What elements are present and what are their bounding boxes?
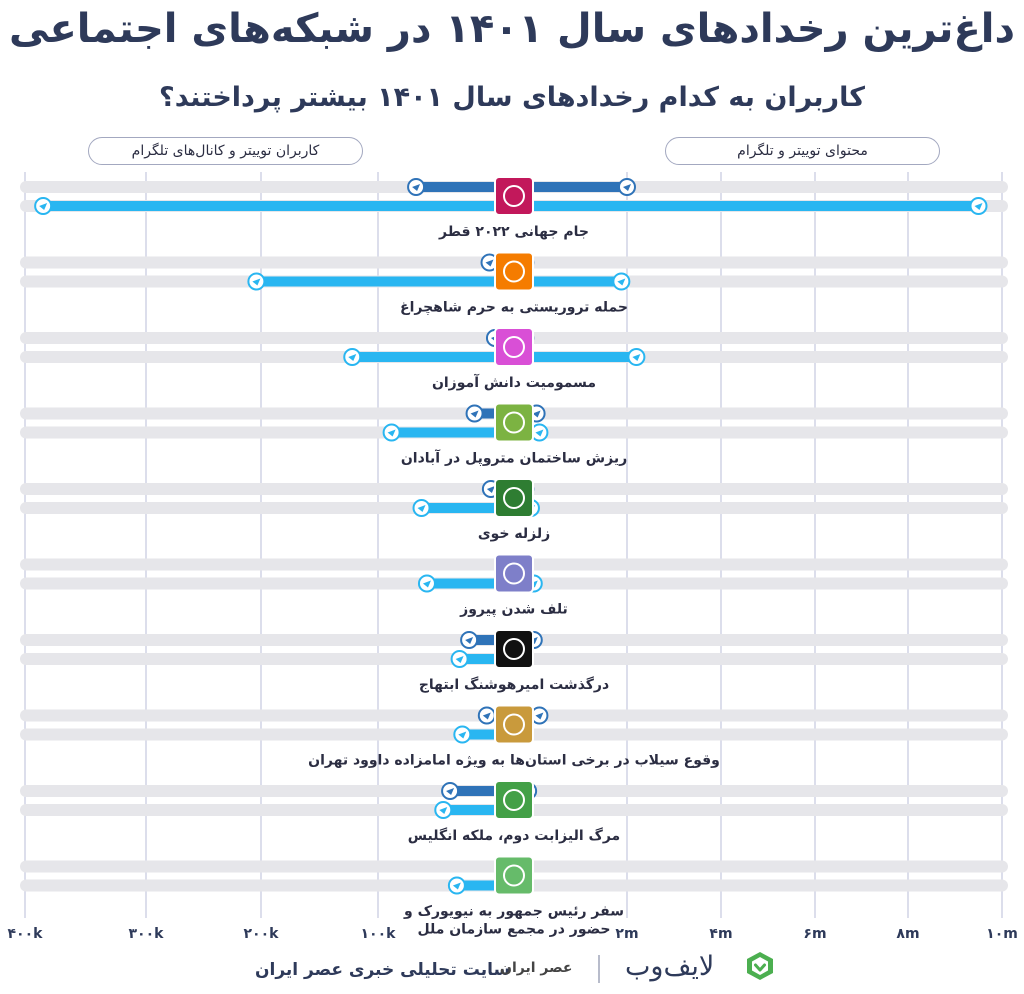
telegram-content-point-icon-glyph <box>532 410 541 418</box>
category-label: حضور در مجمع سازمان ملل <box>417 922 610 938</box>
cheetah-icon <box>494 553 534 594</box>
category-label: ریزش ساختمان متروپل در آبادان <box>401 449 627 467</box>
pen-icon <box>494 629 534 669</box>
building-icon <box>494 402 534 443</box>
twitter-bar <box>426 578 534 589</box>
category-label: تلف شدن پیروز <box>459 602 568 618</box>
telegram-users-point-icon-glyph <box>482 712 491 720</box>
flood-house-icon-glyph <box>503 713 525 736</box>
category-label: حمله تروریستی به حرم شاهچراغ <box>400 300 628 316</box>
twitter-content-point-icon-glyph <box>617 278 626 286</box>
gun-icon <box>494 251 534 292</box>
queen-icon-glyph <box>503 789 525 811</box>
telegram-users-point-icon-glyph <box>412 184 421 191</box>
twitter-content-point-icon-glyph <box>974 203 983 210</box>
cheetah-icon-glyph <box>503 562 525 585</box>
gas-mask-icon-glyph <box>503 336 525 358</box>
telegram-users-point-icon-glyph <box>446 788 455 795</box>
twitter-users-point-icon-glyph <box>387 429 396 437</box>
pen-icon-glyph <box>503 638 525 660</box>
podium-icon <box>494 855 534 896</box>
source-logo: عصر ایران <box>500 960 573 976</box>
twitter-users-point-icon-glyph <box>455 656 464 663</box>
football-icon-glyph <box>503 185 525 207</box>
twitter-users-point-icon-glyph <box>439 807 448 814</box>
axis-tick-label: ۴m <box>709 926 732 942</box>
footer-divider <box>598 955 600 983</box>
twitter-users-point-icon-glyph <box>252 278 261 286</box>
page-title: داغ‌ترین رخدادهای سال ۱۴۰۱ در شبکه‌های ا… <box>8 6 1016 52</box>
twitter-users-point-icon-glyph <box>458 731 467 739</box>
axis-tick-label: ۲m <box>615 926 638 942</box>
twitter-bar <box>256 276 622 287</box>
brand-name: لایف‌وب <box>625 951 715 982</box>
podium-icon-glyph <box>503 864 525 887</box>
twitter-users-point-icon-glyph <box>417 505 426 512</box>
category-label: مرگ الیزابت دوم، ملکه انگلیس <box>408 827 620 844</box>
twitter-content-point-icon-glyph <box>632 354 641 361</box>
category-label: زلزله خوی <box>478 526 550 542</box>
legend-left-pill: کاربران توییتر و کانال‌های تلگرام <box>88 137 363 165</box>
twitter-content-point-icon-glyph <box>535 429 544 437</box>
earthquake-house-icon <box>494 478 534 518</box>
axis-tick-label: ۶m <box>803 926 826 942</box>
telegram-bar <box>450 786 529 796</box>
twitter-bar <box>443 805 514 815</box>
twitter-bar <box>421 503 531 513</box>
axis-tick-label: ۱۰m <box>986 926 1018 942</box>
telegram-users-point-icon-glyph <box>485 259 494 267</box>
twitter-users-point-icon-glyph <box>39 203 48 210</box>
legend-right-pill: محتوای توییتر و تلگرام <box>665 137 940 165</box>
page-subtitle: کاربران به کدام رخدادهای سال ۱۴۰۱ بیشتر … <box>159 82 865 113</box>
telegram-content-point-icon-glyph <box>535 712 544 720</box>
earthquake-house-icon-glyph <box>503 487 525 509</box>
axis-tick-label: ۴۰۰k <box>8 926 44 942</box>
telegram-content-point-icon-glyph <box>623 184 631 191</box>
brand-logo-icon <box>747 952 773 980</box>
queen-icon <box>494 780 534 820</box>
twitter-bar <box>391 427 540 438</box>
twitter-users-point-icon-glyph <box>452 882 461 890</box>
twitter-bar <box>456 880 514 891</box>
twitter-bar <box>459 654 514 664</box>
category-label: وقوع سیلاب در برخی استان‌ها به ویژه امام… <box>308 753 720 769</box>
flood-house-icon <box>494 704 534 745</box>
building-icon-glyph <box>503 411 525 434</box>
axis-tick-label: ۸m <box>896 926 919 942</box>
telegram-users-point-icon-glyph <box>465 637 474 644</box>
category-label: درگذشت امیرهوشنگ ابتهاج <box>419 676 609 693</box>
football-icon <box>494 176 534 216</box>
footer-source: سایت تحلیلی خبری عصر ایران <box>255 960 511 980</box>
twitter-users-point-icon-glyph <box>348 354 357 361</box>
twitter-bar <box>462 729 514 740</box>
axis-tick-label: ۲۰۰k <box>244 926 280 942</box>
category-label: سفر رئیس جمهور به نیویورک و <box>403 904 624 920</box>
category-label: جام جهانی ۲۰۲۲ قطر <box>438 224 589 240</box>
twitter-users-point-icon-glyph <box>422 580 431 588</box>
gun-icon-glyph <box>503 260 525 283</box>
axis-tick-label: ۱۰۰k <box>361 926 397 942</box>
telegram-users-point-icon-glyph <box>486 486 495 493</box>
gas-mask-icon <box>494 327 534 367</box>
telegram-users-point-icon-glyph <box>470 410 479 418</box>
axis-tick-label: ۳۰۰k <box>129 926 165 942</box>
category-label: مسمومیت دانش آموزان <box>432 373 596 391</box>
